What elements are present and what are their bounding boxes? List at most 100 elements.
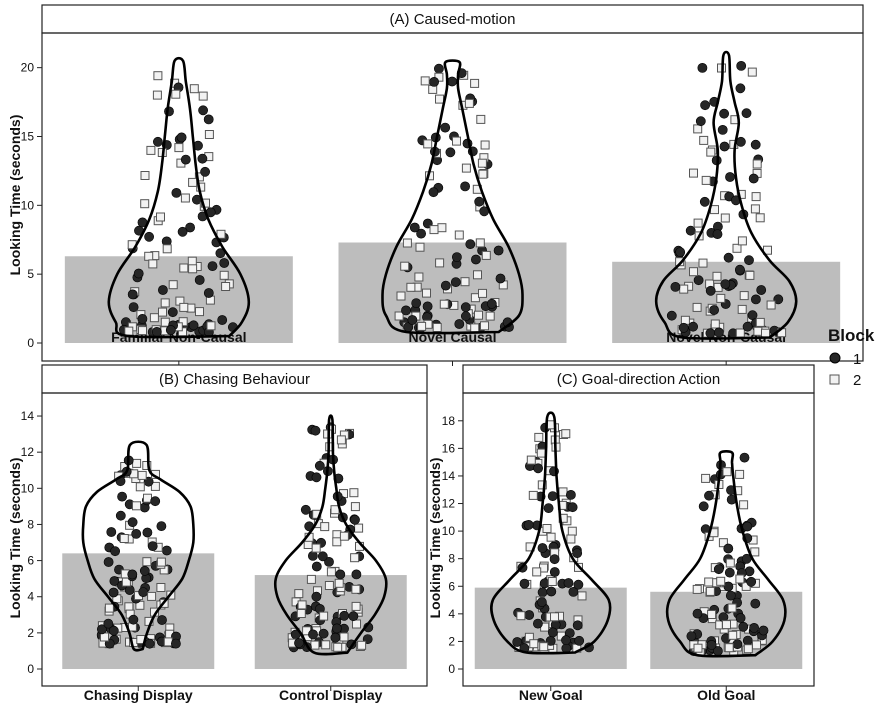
point-block-1 xyxy=(720,279,731,289)
point-block-2 xyxy=(477,158,487,168)
point-block-1 xyxy=(725,172,735,182)
point-block-2 xyxy=(189,84,199,94)
point-block-1 xyxy=(103,557,114,567)
point-block-1 xyxy=(171,187,182,198)
point-block-2 xyxy=(718,538,728,548)
point-block-2 xyxy=(706,147,716,157)
point-block-1 xyxy=(465,239,476,249)
point-block-1 xyxy=(144,638,155,649)
point-block-2 xyxy=(475,238,485,248)
point-block-1 xyxy=(724,567,735,578)
point-block-1 xyxy=(128,302,139,312)
point-block-1 xyxy=(411,298,422,308)
point-block-2 xyxy=(542,524,552,533)
point-block-1 xyxy=(440,122,451,133)
point-block-1 xyxy=(693,275,704,286)
point-block-2 xyxy=(693,218,703,228)
point-block-2 xyxy=(332,537,342,547)
point-block-1 xyxy=(692,608,703,619)
point-block-2 xyxy=(132,501,141,511)
point-block-2 xyxy=(432,323,442,332)
point-block-1 xyxy=(670,281,681,292)
point-block-1 xyxy=(401,305,411,316)
point-block-2 xyxy=(732,243,742,253)
point-block-1 xyxy=(460,181,470,192)
point-block-1 xyxy=(563,578,574,588)
point-block-1 xyxy=(197,153,208,164)
point-block-2 xyxy=(396,291,406,301)
y-tick-label: 2 xyxy=(448,634,455,648)
point-block-2 xyxy=(402,238,412,248)
point-block-2 xyxy=(414,272,424,282)
point-block-2 xyxy=(100,632,109,642)
point-block-1 xyxy=(133,268,144,279)
point-block-1 xyxy=(138,587,149,597)
point-block-2 xyxy=(712,271,722,281)
point-block-2 xyxy=(716,576,726,586)
point-block-1 xyxy=(719,108,729,119)
point-block-1 xyxy=(697,63,708,73)
legend-label-block-2: 2 xyxy=(853,372,861,389)
y-tick-label: 6 xyxy=(448,579,455,593)
point-block-2 xyxy=(689,168,698,178)
point-block-2 xyxy=(516,611,526,621)
point-block-2 xyxy=(480,321,489,331)
point-block-1 xyxy=(150,496,161,507)
point-block-2 xyxy=(722,620,731,630)
point-block-1 xyxy=(705,285,716,296)
panel-strip xyxy=(41,4,864,34)
point-block-2 xyxy=(473,270,482,280)
point-block-1 xyxy=(746,576,757,587)
point-block-1 xyxy=(351,569,362,580)
legend-marker-block-1 xyxy=(829,352,841,364)
point-block-2 xyxy=(326,567,336,577)
y-axis-label: Looking Time (seconds) xyxy=(7,115,23,276)
point-block-2 xyxy=(320,522,330,532)
point-block-1 xyxy=(748,173,759,184)
point-block-2 xyxy=(699,135,709,145)
point-block-2 xyxy=(546,532,556,542)
point-block-1 xyxy=(200,166,210,177)
point-block-1 xyxy=(732,639,743,650)
point-block-2 xyxy=(198,91,208,101)
point-block-2 xyxy=(528,490,538,500)
point-block-1 xyxy=(719,141,730,152)
point-block-1 xyxy=(106,527,117,537)
point-block-2 xyxy=(547,577,557,586)
point-block-1 xyxy=(454,319,465,329)
point-block-1 xyxy=(311,561,322,572)
point-block-1 xyxy=(704,490,714,501)
point-block-1 xyxy=(751,294,761,305)
point-block-1 xyxy=(723,581,734,592)
point-block-2 xyxy=(147,591,157,601)
point-block-1 xyxy=(470,254,481,265)
point-block-1 xyxy=(493,245,504,256)
point-block-2 xyxy=(204,130,214,139)
point-block-2 xyxy=(460,277,470,287)
point-block-1 xyxy=(152,136,163,147)
point-block-2 xyxy=(692,302,702,312)
point-block-2 xyxy=(567,526,577,536)
point-block-1 xyxy=(139,565,150,576)
point-block-2 xyxy=(406,282,416,292)
point-block-1 xyxy=(695,116,706,127)
violin-control-display xyxy=(273,414,388,656)
point-block-1 xyxy=(294,638,304,648)
point-block-1 xyxy=(705,328,716,339)
bar-chasing-display xyxy=(62,553,215,669)
point-block-2 xyxy=(561,429,571,439)
point-block-2 xyxy=(566,534,576,544)
point-block-1 xyxy=(738,621,749,632)
point-block-1 xyxy=(524,610,535,620)
point-block-1 xyxy=(750,139,761,150)
point-block-2 xyxy=(485,311,495,321)
point-block-1 xyxy=(698,501,709,512)
point-block-2 xyxy=(349,488,359,498)
point-block-1 xyxy=(742,521,753,532)
point-block-2 xyxy=(162,244,172,254)
point-block-1 xyxy=(574,635,585,646)
point-block-1 xyxy=(131,529,142,539)
point-block-2 xyxy=(216,229,226,239)
point-block-1 xyxy=(706,640,717,650)
point-block-2 xyxy=(352,619,361,629)
